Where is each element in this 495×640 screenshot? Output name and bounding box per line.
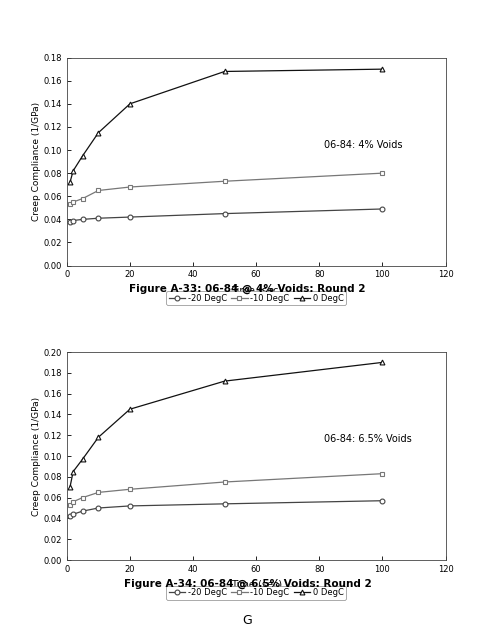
Text: G: G — [243, 614, 252, 627]
X-axis label: Time (sec): Time (sec) — [231, 579, 282, 589]
Legend: -20 DegC, -10 DegC, 0 DegC: -20 DegC, -10 DegC, 0 DegC — [166, 291, 346, 305]
Y-axis label: Creep Compliance (1/GPa): Creep Compliance (1/GPa) — [32, 102, 41, 221]
Y-axis label: Creep Compliance (1/GPa): Creep Compliance (1/GPa) — [32, 396, 41, 516]
Text: Figure A-34: 06-84 @ 6.5% Voids: Round 2: Figure A-34: 06-84 @ 6.5% Voids: Round 2 — [124, 579, 371, 589]
Text: 06-84: 6.5% Voids: 06-84: 6.5% Voids — [324, 435, 412, 444]
Text: Figure A-33: 06-84 @ 4% Voids: Round 2: Figure A-33: 06-84 @ 4% Voids: Round 2 — [129, 284, 366, 294]
Text: 06-84: 4% Voids: 06-84: 4% Voids — [324, 140, 403, 150]
Legend: -20 DegC, -10 DegC, 0 DegC: -20 DegC, -10 DegC, 0 DegC — [166, 586, 346, 600]
X-axis label: Time (sec): Time (sec) — [231, 285, 282, 295]
